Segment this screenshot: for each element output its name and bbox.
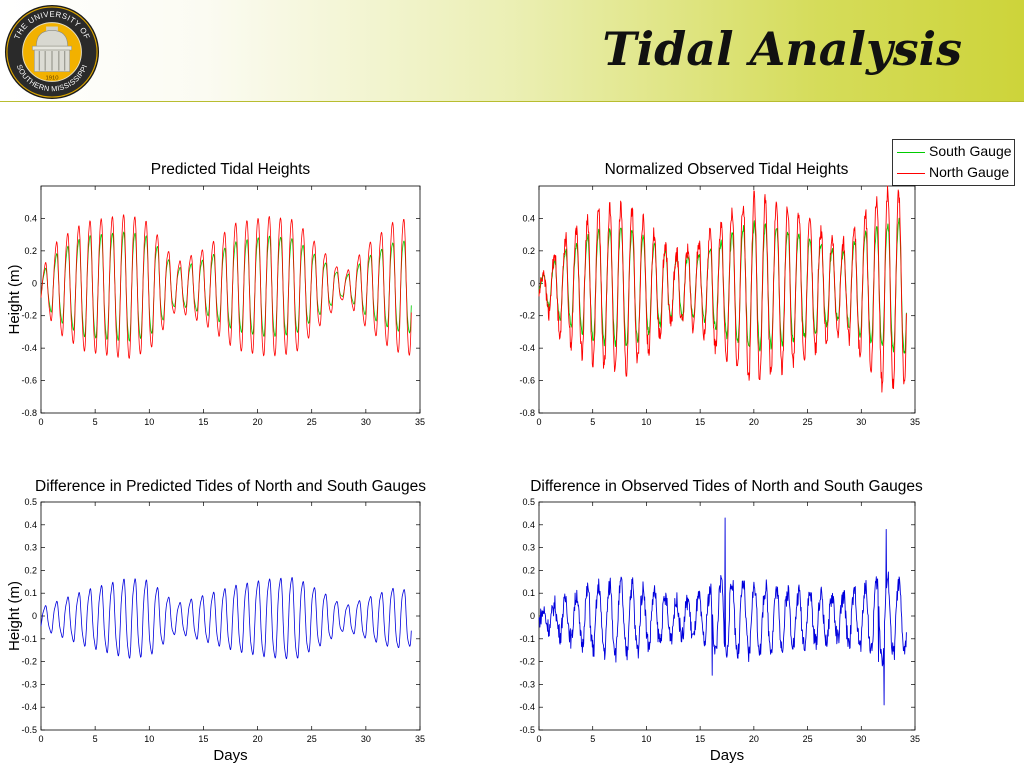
- x-tick-label: 5: [590, 734, 595, 744]
- y-tick-label: 0: [32, 278, 37, 288]
- legend-swatch-north: [897, 173, 925, 174]
- x-tick-label: 5: [93, 417, 98, 427]
- y-tick-label: 0: [530, 278, 535, 288]
- x-tick-label: 30: [361, 417, 371, 427]
- x-tick-label: 15: [695, 417, 705, 427]
- chart-2: 0 5 10 15 20 25 30 35 -0.8 -0.6 -0.4 -0.2 0 0.2 0.4: [519, 185, 920, 427]
- y-tick-label: -0.2: [21, 657, 37, 667]
- x-tick-label: 10: [144, 734, 154, 744]
- y-tick-label: -0.6: [519, 376, 535, 386]
- y-tick-label: 0.2: [522, 246, 535, 256]
- y-tick-label: -0.5: [21, 725, 37, 735]
- x-tick-label: 35: [415, 417, 425, 427]
- y-tick-label: -0.4: [21, 702, 37, 712]
- series-line-north-minus-south: [40, 577, 412, 660]
- x-tick-label: 25: [803, 734, 813, 744]
- slide-title: Tidal Analysis: [602, 22, 962, 76]
- x-tick-label: 20: [253, 734, 263, 744]
- series-line-north-gauge: [538, 185, 907, 393]
- plot-frame: [40, 501, 421, 731]
- x-tick-label: 10: [144, 417, 154, 427]
- chart-legend: South Gauge North Gauge: [892, 139, 1015, 186]
- chart-title-observed-diff: Difference in Observed Tides of North an…: [530, 478, 923, 495]
- chart-title-predicted: Predicted Tidal Heights: [150, 161, 311, 178]
- x-tick-label: 0: [536, 734, 541, 744]
- x-tick-label: 10: [641, 734, 651, 744]
- y-tick-label: 0.2: [24, 246, 37, 256]
- chart-1: 0 5 10 15 20 25 30 35 -0.8 -0.6 -0.4 -0.2 0 0.2 0.4 Hei…: [6, 185, 425, 427]
- y-axis-label: Height (m): [6, 581, 23, 651]
- x-tick-label: 0: [38, 417, 43, 427]
- x-tick-label: 5: [93, 734, 98, 744]
- y-tick-label: 0.1: [522, 588, 535, 598]
- x-tick-label: 25: [803, 417, 813, 427]
- y-tick-label: 0.4: [522, 520, 535, 530]
- y-tick-label: -0.3: [21, 679, 37, 689]
- y-tick-label: -0.2: [519, 657, 535, 667]
- x-tick-label: 30: [856, 417, 866, 427]
- x-tick-label: 20: [749, 734, 759, 744]
- x-tick-label: 0: [38, 734, 43, 744]
- y-tick-label: 0.4: [522, 213, 535, 223]
- x-tick-label: 25: [307, 734, 317, 744]
- y-tick-label: 0.3: [522, 543, 535, 553]
- x-tick-label: 35: [910, 734, 920, 744]
- x-tick-label: 35: [415, 734, 425, 744]
- x-tick-label: 30: [361, 734, 371, 744]
- y-tick-label: -0.2: [21, 311, 37, 321]
- chart-title-predicted-diff: Difference in Predicted Tides of North a…: [35, 478, 426, 495]
- y-tick-label: 0: [32, 611, 37, 621]
- y-tick-label: 0.2: [24, 565, 37, 575]
- y-tick-label: -0.4: [21, 343, 37, 353]
- x-tick-label: 25: [307, 417, 317, 427]
- x-tick-label: 20: [253, 417, 263, 427]
- x-tick-label: 35: [910, 417, 920, 427]
- x-axis-label: Days: [213, 747, 247, 764]
- legend-label-south: South Gauge: [929, 143, 1012, 159]
- y-tick-label: 0.3: [24, 543, 37, 553]
- y-tick-label: 0.4: [24, 213, 37, 223]
- series-line-north-gauge: [40, 214, 412, 359]
- y-tick-label: -0.6: [21, 376, 37, 386]
- y-tick-label: 0: [530, 611, 535, 621]
- chart-title-observed: Normalized Observed Tidal Heights: [604, 161, 849, 178]
- seal-year: 1910: [45, 75, 59, 81]
- y-tick-label: -0.4: [519, 343, 535, 353]
- x-tick-label: 15: [198, 417, 208, 427]
- y-tick-label: -0.8: [21, 408, 37, 418]
- x-tick-label: 15: [695, 734, 705, 744]
- y-tick-label: -0.8: [519, 408, 535, 418]
- x-tick-label: 0: [536, 417, 541, 427]
- legend-label-north: North Gauge: [929, 164, 1010, 180]
- x-tick-label: 30: [856, 734, 866, 744]
- x-tick-label: 20: [749, 417, 759, 427]
- university-seal: THE UNIVERSITY OF SOUTHERN MISSISSIPPI 1…: [4, 4, 100, 100]
- legend-swatch-south: [897, 152, 925, 153]
- chart-4: 0 5 10 15 20 25 30 35 -0.5 -0.4 -0.3 -0.2 -0.1 0 0.1 0.…: [519, 497, 920, 764]
- header-divider: [0, 101, 1024, 102]
- y-tick-label: 0.2: [522, 565, 535, 575]
- y-tick-label: 0.5: [522, 497, 535, 507]
- header-banner: [0, 0, 1024, 102]
- y-tick-label: -0.5: [519, 725, 535, 735]
- y-tick-label: 0.1: [24, 588, 37, 598]
- y-tick-label: 0.5: [24, 497, 37, 507]
- x-axis-label: Days: [710, 747, 744, 764]
- series-line-north-minus-south: [538, 517, 907, 706]
- x-tick-label: 5: [590, 417, 595, 427]
- y-tick-label: 0.4: [24, 520, 37, 530]
- y-tick-label: -0.1: [519, 634, 535, 644]
- y-tick-label: -0.4: [519, 702, 535, 712]
- y-tick-label: -0.2: [519, 311, 535, 321]
- y-tick-label: -0.1: [21, 634, 37, 644]
- x-tick-label: 15: [198, 734, 208, 744]
- y-tick-label: -0.3: [519, 679, 535, 689]
- dome-icon: [32, 26, 72, 72]
- x-tick-label: 10: [641, 417, 651, 427]
- y-axis-label: Height (m): [6, 264, 23, 334]
- chart-3: 0 5 10 15 20 25 30 35 -0.5 -0.4 -0.3 -0.2 -0.1 0 0.1 0.…: [6, 497, 425, 764]
